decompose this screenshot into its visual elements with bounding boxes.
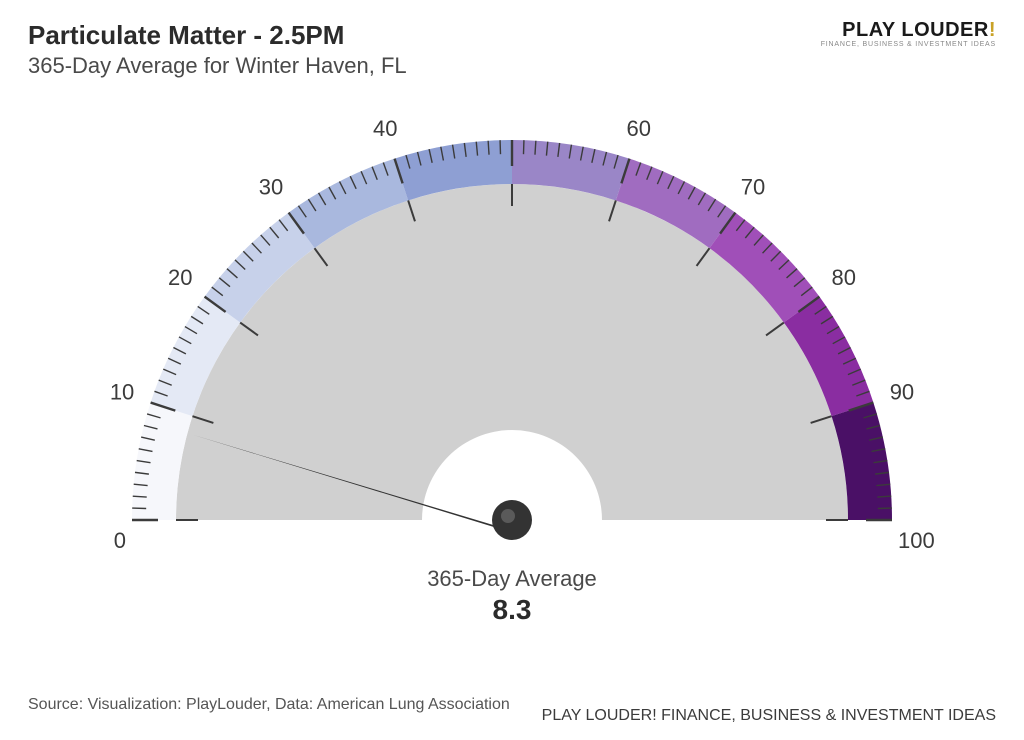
logo-tagline-bottom: FINANCE, BUSINESS & INVESTMENT IDEAS xyxy=(661,707,996,724)
source-attribution: Source: Visualization: PlayLouder, Data:… xyxy=(28,696,510,714)
brand-logo-bottom: PLAY LOUDER! FINANCE, BUSINESS & INVESTM… xyxy=(542,708,996,724)
svg-text:50: 50 xyxy=(500,120,524,121)
gauge-value: 8.3 xyxy=(32,594,992,626)
logo-exclamation: ! xyxy=(989,19,996,41)
svg-text:60: 60 xyxy=(626,120,650,141)
logo-exclamation-bottom: ! xyxy=(652,707,656,724)
gauge-chart: 0 10 20 30 40 50 60 70 80 90 100 365-Day Average 8… xyxy=(32,120,992,626)
logo-brand-text-bottom: PLAY LOUDER xyxy=(542,707,653,724)
logo-tagline: FINANCE, BUSINESS & INVESTMENT IDEAS xyxy=(821,41,996,48)
gauge-value-label: 365-Day Average xyxy=(32,566,992,592)
svg-text:70: 70 xyxy=(741,174,765,199)
svg-text:30: 30 xyxy=(259,174,283,199)
svg-text:10: 10 xyxy=(110,379,134,404)
svg-text:100: 100 xyxy=(898,528,935,553)
svg-text:0: 0 xyxy=(114,528,126,553)
logo-brand-text: PLAY LOUDER xyxy=(842,19,989,41)
svg-text:20: 20 xyxy=(168,265,192,290)
brand-logo-top: PLAY LOUDER! FINANCE, BUSINESS & INVESTM… xyxy=(821,20,996,48)
svg-text:90: 90 xyxy=(890,379,914,404)
chart-subtitle: 365-Day Average for Winter Haven, FL xyxy=(28,53,996,79)
svg-text:40: 40 xyxy=(373,120,397,141)
svg-text:80: 80 xyxy=(831,265,855,290)
